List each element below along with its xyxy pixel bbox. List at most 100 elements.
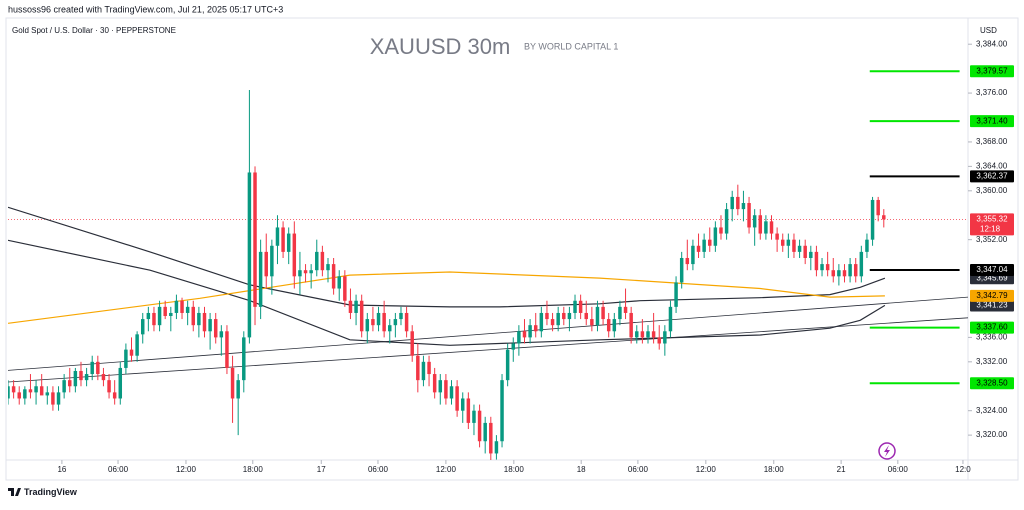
candle-body xyxy=(152,312,156,326)
candle-body xyxy=(601,306,605,320)
y-tick-label: 3,360.00 xyxy=(976,186,1008,195)
candle-body xyxy=(84,374,89,381)
candle-body xyxy=(466,398,471,423)
candle-body xyxy=(365,319,370,332)
candle-body xyxy=(359,300,364,332)
candle-body xyxy=(758,215,763,234)
credit: hussoss96 created with TradingView.com, … xyxy=(8,4,283,14)
x-tick-label: 18 xyxy=(577,465,586,474)
candle-body xyxy=(539,312,544,332)
candle-body xyxy=(489,422,493,454)
candle-body xyxy=(820,264,824,271)
candle-body xyxy=(882,215,886,220)
candle-body xyxy=(34,386,38,393)
indicator-line xyxy=(8,206,886,308)
candle-body xyxy=(696,245,701,252)
candle-body xyxy=(376,312,381,326)
candle-body xyxy=(371,319,375,326)
candle-body xyxy=(859,251,864,277)
candle-body xyxy=(90,361,94,375)
candle-body xyxy=(157,306,162,326)
candle-body xyxy=(590,319,594,326)
price-label-box xyxy=(970,213,1014,236)
x-tick-label: 06:00 xyxy=(108,465,129,474)
candle-body xyxy=(337,276,341,289)
candle-body xyxy=(764,221,768,234)
candle-body xyxy=(129,349,134,356)
candle-body xyxy=(870,199,875,240)
candle-body xyxy=(809,251,813,258)
candle-body xyxy=(444,380,448,399)
candle-body xyxy=(51,392,55,405)
x-tick-label: 12:00 xyxy=(176,465,197,474)
candle-body xyxy=(472,410,476,423)
candle-body xyxy=(449,386,454,399)
y-tick-label: 3,320.00 xyxy=(976,430,1008,439)
candle-body xyxy=(612,319,617,332)
indicator-line xyxy=(8,239,886,346)
candle-body xyxy=(39,386,44,396)
alert-icon[interactable] xyxy=(878,442,896,460)
price-label: 3,342.79 xyxy=(976,291,1008,300)
candle-body xyxy=(298,270,302,277)
candle-body xyxy=(258,251,263,307)
candle-body xyxy=(691,245,695,265)
candle-body xyxy=(635,331,639,338)
candle-body xyxy=(865,239,869,252)
candle-body xyxy=(253,172,257,307)
candle-body xyxy=(685,257,690,265)
x-tick-label: 18:00 xyxy=(764,465,785,474)
level-label: 3,347.04 xyxy=(976,265,1008,274)
price-label-box xyxy=(970,289,1014,302)
candle-body xyxy=(309,270,313,274)
candle-body xyxy=(814,251,819,271)
candle-body xyxy=(163,306,167,317)
candle-body xyxy=(556,312,560,326)
candle-body xyxy=(213,319,218,338)
candle-body xyxy=(562,312,566,320)
currency: USD xyxy=(980,26,997,35)
candle-body xyxy=(135,334,139,356)
candle-body xyxy=(528,325,532,338)
price-label-box xyxy=(970,377,1014,390)
y-tick-label: 3,368.00 xyxy=(976,137,1008,146)
candle-body xyxy=(533,325,538,332)
candle-body xyxy=(550,319,555,326)
last-price-label: 3,355.32 xyxy=(976,214,1008,223)
candle-body xyxy=(595,306,600,326)
candle-body xyxy=(432,374,437,393)
price-label: 3,341.23 xyxy=(976,301,1008,310)
price-label-box xyxy=(970,65,1014,78)
candle-body xyxy=(73,370,78,387)
candle-body xyxy=(399,312,403,320)
candle-body xyxy=(455,386,459,411)
candle-body xyxy=(545,312,549,320)
x-tick-label: 12:0 xyxy=(955,465,971,474)
candle-body xyxy=(421,361,426,381)
candle-body xyxy=(270,245,274,277)
candle-body xyxy=(197,312,201,326)
x-tick-label: 18:00 xyxy=(243,465,264,474)
candle-body xyxy=(393,319,398,326)
candle-body xyxy=(837,270,841,277)
candle-body xyxy=(382,312,386,332)
chart-frame xyxy=(5,17,1019,481)
candle-body xyxy=(679,257,684,283)
candle-body xyxy=(118,367,123,399)
candle-body xyxy=(578,300,583,313)
candle-body xyxy=(275,227,280,246)
candle-body xyxy=(769,221,774,234)
candle-body xyxy=(747,203,751,228)
level-label: 3,379.57 xyxy=(976,66,1008,75)
level-label: 3,371.40 xyxy=(976,116,1008,125)
indicator-line xyxy=(8,271,885,324)
candle-body xyxy=(45,392,50,396)
candle-body xyxy=(219,331,224,338)
y-tick-label: 3,364.00 xyxy=(976,161,1008,170)
candle-body xyxy=(853,264,858,277)
candle-body xyxy=(286,233,291,252)
candle-body xyxy=(303,270,308,274)
level-label: 3,337.60 xyxy=(976,323,1008,332)
